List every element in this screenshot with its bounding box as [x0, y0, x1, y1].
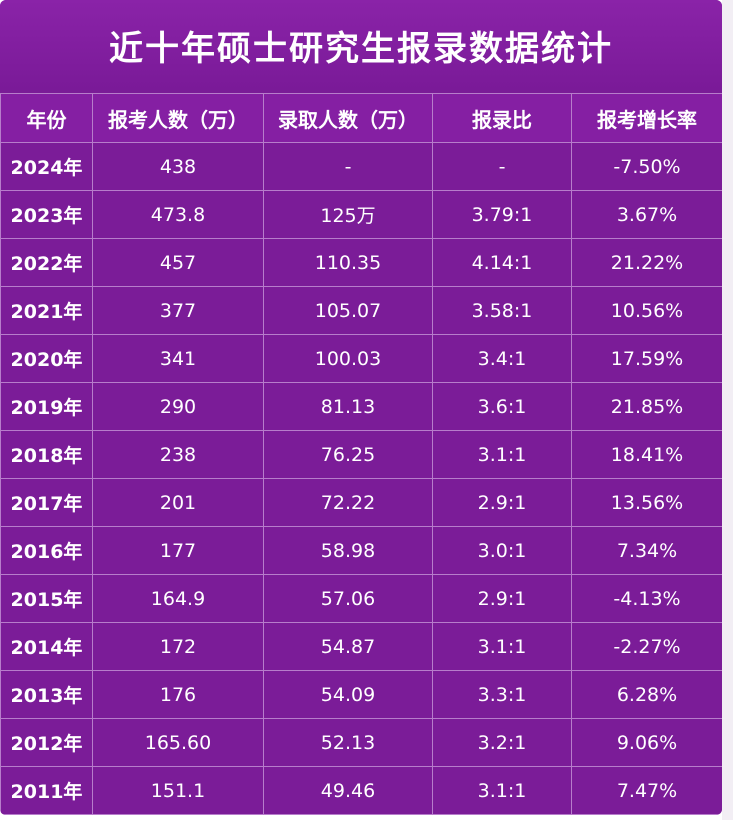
cell-applicants: 238	[92, 430, 264, 479]
cell-growth-rate: 6.28%	[571, 670, 722, 719]
cell-year: 2023年	[0, 190, 93, 239]
cell-admitted: 57.06	[263, 574, 433, 623]
table-row: 2020年 341 100.03 3.4:1 17.59%	[0, 334, 722, 383]
page-title: 近十年硕士研究生报录数据统计	[0, 0, 722, 90]
cell-ratio: -	[432, 142, 572, 191]
cell-year: 2021年	[0, 286, 93, 335]
cell-ratio: 3.1:1	[432, 766, 572, 815]
cell-growth-rate: 9.06%	[571, 718, 722, 767]
cell-year: 2015年	[0, 574, 93, 623]
cell-ratio: 2.9:1	[432, 478, 572, 527]
cell-growth-rate: -4.13%	[571, 574, 722, 623]
cell-year: 2020年	[0, 334, 93, 383]
cell-ratio: 3.3:1	[432, 670, 572, 719]
table-row: 2021年 377 105.07 3.58:1 10.56%	[0, 286, 722, 335]
cell-year: 2022年	[0, 238, 93, 287]
table-row: 2014年 172 54.87 3.1:1 -2.27%	[0, 622, 722, 671]
table-row: 2017年 201 72.22 2.9:1 13.56%	[0, 478, 722, 527]
cell-applicants: 341	[92, 334, 264, 383]
header-applicants: 报考人数（万）	[92, 93, 264, 143]
cell-ratio: 3.0:1	[432, 526, 572, 575]
table-header-row: 年份 报考人数（万） 录取人数（万） 报录比 报考增长率	[0, 93, 722, 143]
cell-year: 2018年	[0, 430, 93, 479]
cell-ratio: 3.1:1	[432, 622, 572, 671]
cell-admitted: 105.07	[263, 286, 433, 335]
cell-admitted: 52.13	[263, 718, 433, 767]
cell-ratio: 4.14:1	[432, 238, 572, 287]
cell-admitted: 54.09	[263, 670, 433, 719]
cell-ratio: 3.4:1	[432, 334, 572, 383]
cell-admitted: -	[263, 142, 433, 191]
cell-admitted: 110.35	[263, 238, 433, 287]
table-row: 2016年 177 58.98 3.0:1 7.34%	[0, 526, 722, 575]
cell-ratio: 3.2:1	[432, 718, 572, 767]
cell-admitted: 72.22	[263, 478, 433, 527]
cell-admitted: 76.25	[263, 430, 433, 479]
cell-applicants: 201	[92, 478, 264, 527]
cell-year: 2019年	[0, 382, 93, 431]
cell-growth-rate: 17.59%	[571, 334, 722, 383]
cell-ratio: 3.58:1	[432, 286, 572, 335]
cell-admitted: 100.03	[263, 334, 433, 383]
cell-admitted: 54.87	[263, 622, 433, 671]
cell-year: 2014年	[0, 622, 93, 671]
page-margin	[722, 0, 733, 820]
cell-admitted: 81.13	[263, 382, 433, 431]
table-row: 2012年 165.60 52.13 3.2:1 9.06%	[0, 718, 722, 767]
header-admitted: 录取人数（万）	[263, 93, 433, 143]
cell-applicants: 165.60	[92, 718, 264, 767]
cell-year: 2024年	[0, 142, 93, 191]
table-row: 2011年 151.1 49.46 3.1:1 7.47%	[0, 766, 722, 815]
cell-growth-rate: 7.47%	[571, 766, 722, 815]
cell-applicants: 473.8	[92, 190, 264, 239]
cell-applicants: 177	[92, 526, 264, 575]
table-row: 2023年 473.8 125万 3.79:1 3.67%	[0, 190, 722, 239]
cell-admitted: 58.98	[263, 526, 433, 575]
cell-ratio: 3.6:1	[432, 382, 572, 431]
cell-applicants: 438	[92, 142, 264, 191]
cell-applicants: 151.1	[92, 766, 264, 815]
table-row: 2018年 238 76.25 3.1:1 18.41%	[0, 430, 722, 479]
cell-growth-rate: 13.56%	[571, 478, 722, 527]
table-row: 2024年 438 - - -7.50%	[0, 142, 722, 191]
cell-applicants: 176	[92, 670, 264, 719]
cell-year: 2013年	[0, 670, 93, 719]
cell-applicants: 164.9	[92, 574, 264, 623]
admission-data-table: 年份 报考人数（万） 录取人数（万） 报录比 报考增长率 2024年 438 -…	[0, 93, 722, 815]
cell-growth-rate: -7.50%	[571, 142, 722, 191]
cell-growth-rate: 21.85%	[571, 382, 722, 431]
cell-year: 2012年	[0, 718, 93, 767]
cell-year: 2017年	[0, 478, 93, 527]
table-row: 2015年 164.9 57.06 2.9:1 -4.13%	[0, 574, 722, 623]
header-ratio: 报录比	[432, 93, 572, 143]
cell-ratio: 3.1:1	[432, 430, 572, 479]
cell-applicants: 457	[92, 238, 264, 287]
table-row: 2019年 290 81.13 3.6:1 21.85%	[0, 382, 722, 431]
table-row: 2013年 176 54.09 3.3:1 6.28%	[0, 670, 722, 719]
cell-growth-rate: -2.27%	[571, 622, 722, 671]
header-growth-rate: 报考增长率	[571, 93, 722, 143]
header-year: 年份	[0, 93, 93, 143]
cell-year: 2011年	[0, 766, 93, 815]
statistics-card: 近十年硕士研究生报录数据统计 年份 报考人数（万） 录取人数（万） 报录比 报考…	[0, 0, 722, 815]
cell-year: 2016年	[0, 526, 93, 575]
cell-growth-rate: 7.34%	[571, 526, 722, 575]
cell-admitted: 49.46	[263, 766, 433, 815]
cell-growth-rate: 18.41%	[571, 430, 722, 479]
cell-applicants: 172	[92, 622, 264, 671]
cell-growth-rate: 10.56%	[571, 286, 722, 335]
cell-growth-rate: 3.67%	[571, 190, 722, 239]
cell-ratio: 3.79:1	[432, 190, 572, 239]
cell-admitted: 125万	[263, 190, 433, 239]
cell-applicants: 290	[92, 382, 264, 431]
table-row: 2022年 457 110.35 4.14:1 21.22%	[0, 238, 722, 287]
cell-ratio: 2.9:1	[432, 574, 572, 623]
cell-growth-rate: 21.22%	[571, 238, 722, 287]
cell-applicants: 377	[92, 286, 264, 335]
